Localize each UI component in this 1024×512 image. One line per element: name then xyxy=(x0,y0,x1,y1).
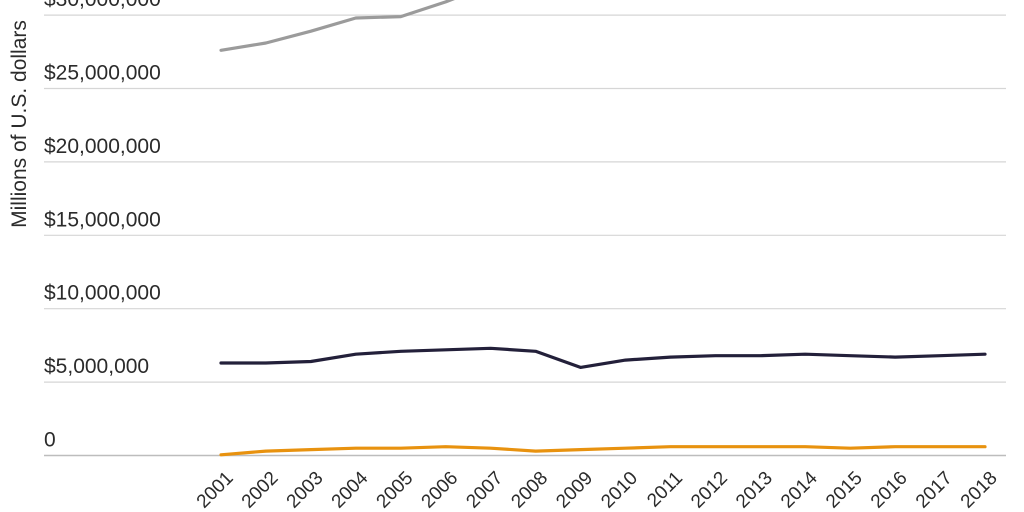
series-line-2 xyxy=(219,346,987,369)
x-tick-label: 2008 xyxy=(507,468,552,512)
x-tick-label: 2005 xyxy=(373,468,418,512)
y-tick-label: $10,000,000 xyxy=(44,282,161,305)
series-line-1 xyxy=(219,0,455,52)
x-tick-label: 2002 xyxy=(238,468,283,512)
x-tick-label: 2017 xyxy=(912,468,957,512)
y-axis-ticks: 0 $5,000,000 $10,000,000 $15,000,000 $20,000… xyxy=(44,0,161,452)
x-tick-label: 2006 xyxy=(418,468,463,512)
x-tick-label: 2015 xyxy=(822,468,867,512)
y-tick-label: $5,000,000 xyxy=(44,355,149,378)
x-tick-label: 2010 xyxy=(597,468,642,512)
series-line-3 xyxy=(219,445,987,457)
x-tick-label: 2012 xyxy=(687,468,732,512)
x-axis-ticks: 2001 2002 2003 2004 2005 2006 2007 2008 2009 2010… xyxy=(193,467,1002,512)
x-tick-label: 2011 xyxy=(643,468,687,512)
x-tick-label: 2007 xyxy=(462,468,507,512)
y-tick-label: $15,000,000 xyxy=(44,208,161,231)
x-tick-label: 2014 xyxy=(777,467,822,512)
series-lines xyxy=(219,0,987,457)
y-tick-label: $20,000,000 xyxy=(44,135,161,158)
x-tick-label: 2001 xyxy=(193,468,238,512)
x-tick-label: 2018 xyxy=(957,468,1002,512)
y-tick-label: $30,000,000 xyxy=(44,0,161,11)
x-tick-label: 2004 xyxy=(328,467,373,512)
x-tick-label: 2009 xyxy=(552,468,597,512)
gridlines xyxy=(44,14,1006,457)
y-tick-label: 0 xyxy=(44,429,56,452)
y-axis-title: Millions of U.S. dollars xyxy=(8,20,31,228)
x-tick-label: 2013 xyxy=(732,468,777,512)
y-tick-label: $25,000,000 xyxy=(44,62,161,85)
x-tick-label: 2016 xyxy=(867,468,912,512)
x-tick-label: 2003 xyxy=(283,468,328,512)
